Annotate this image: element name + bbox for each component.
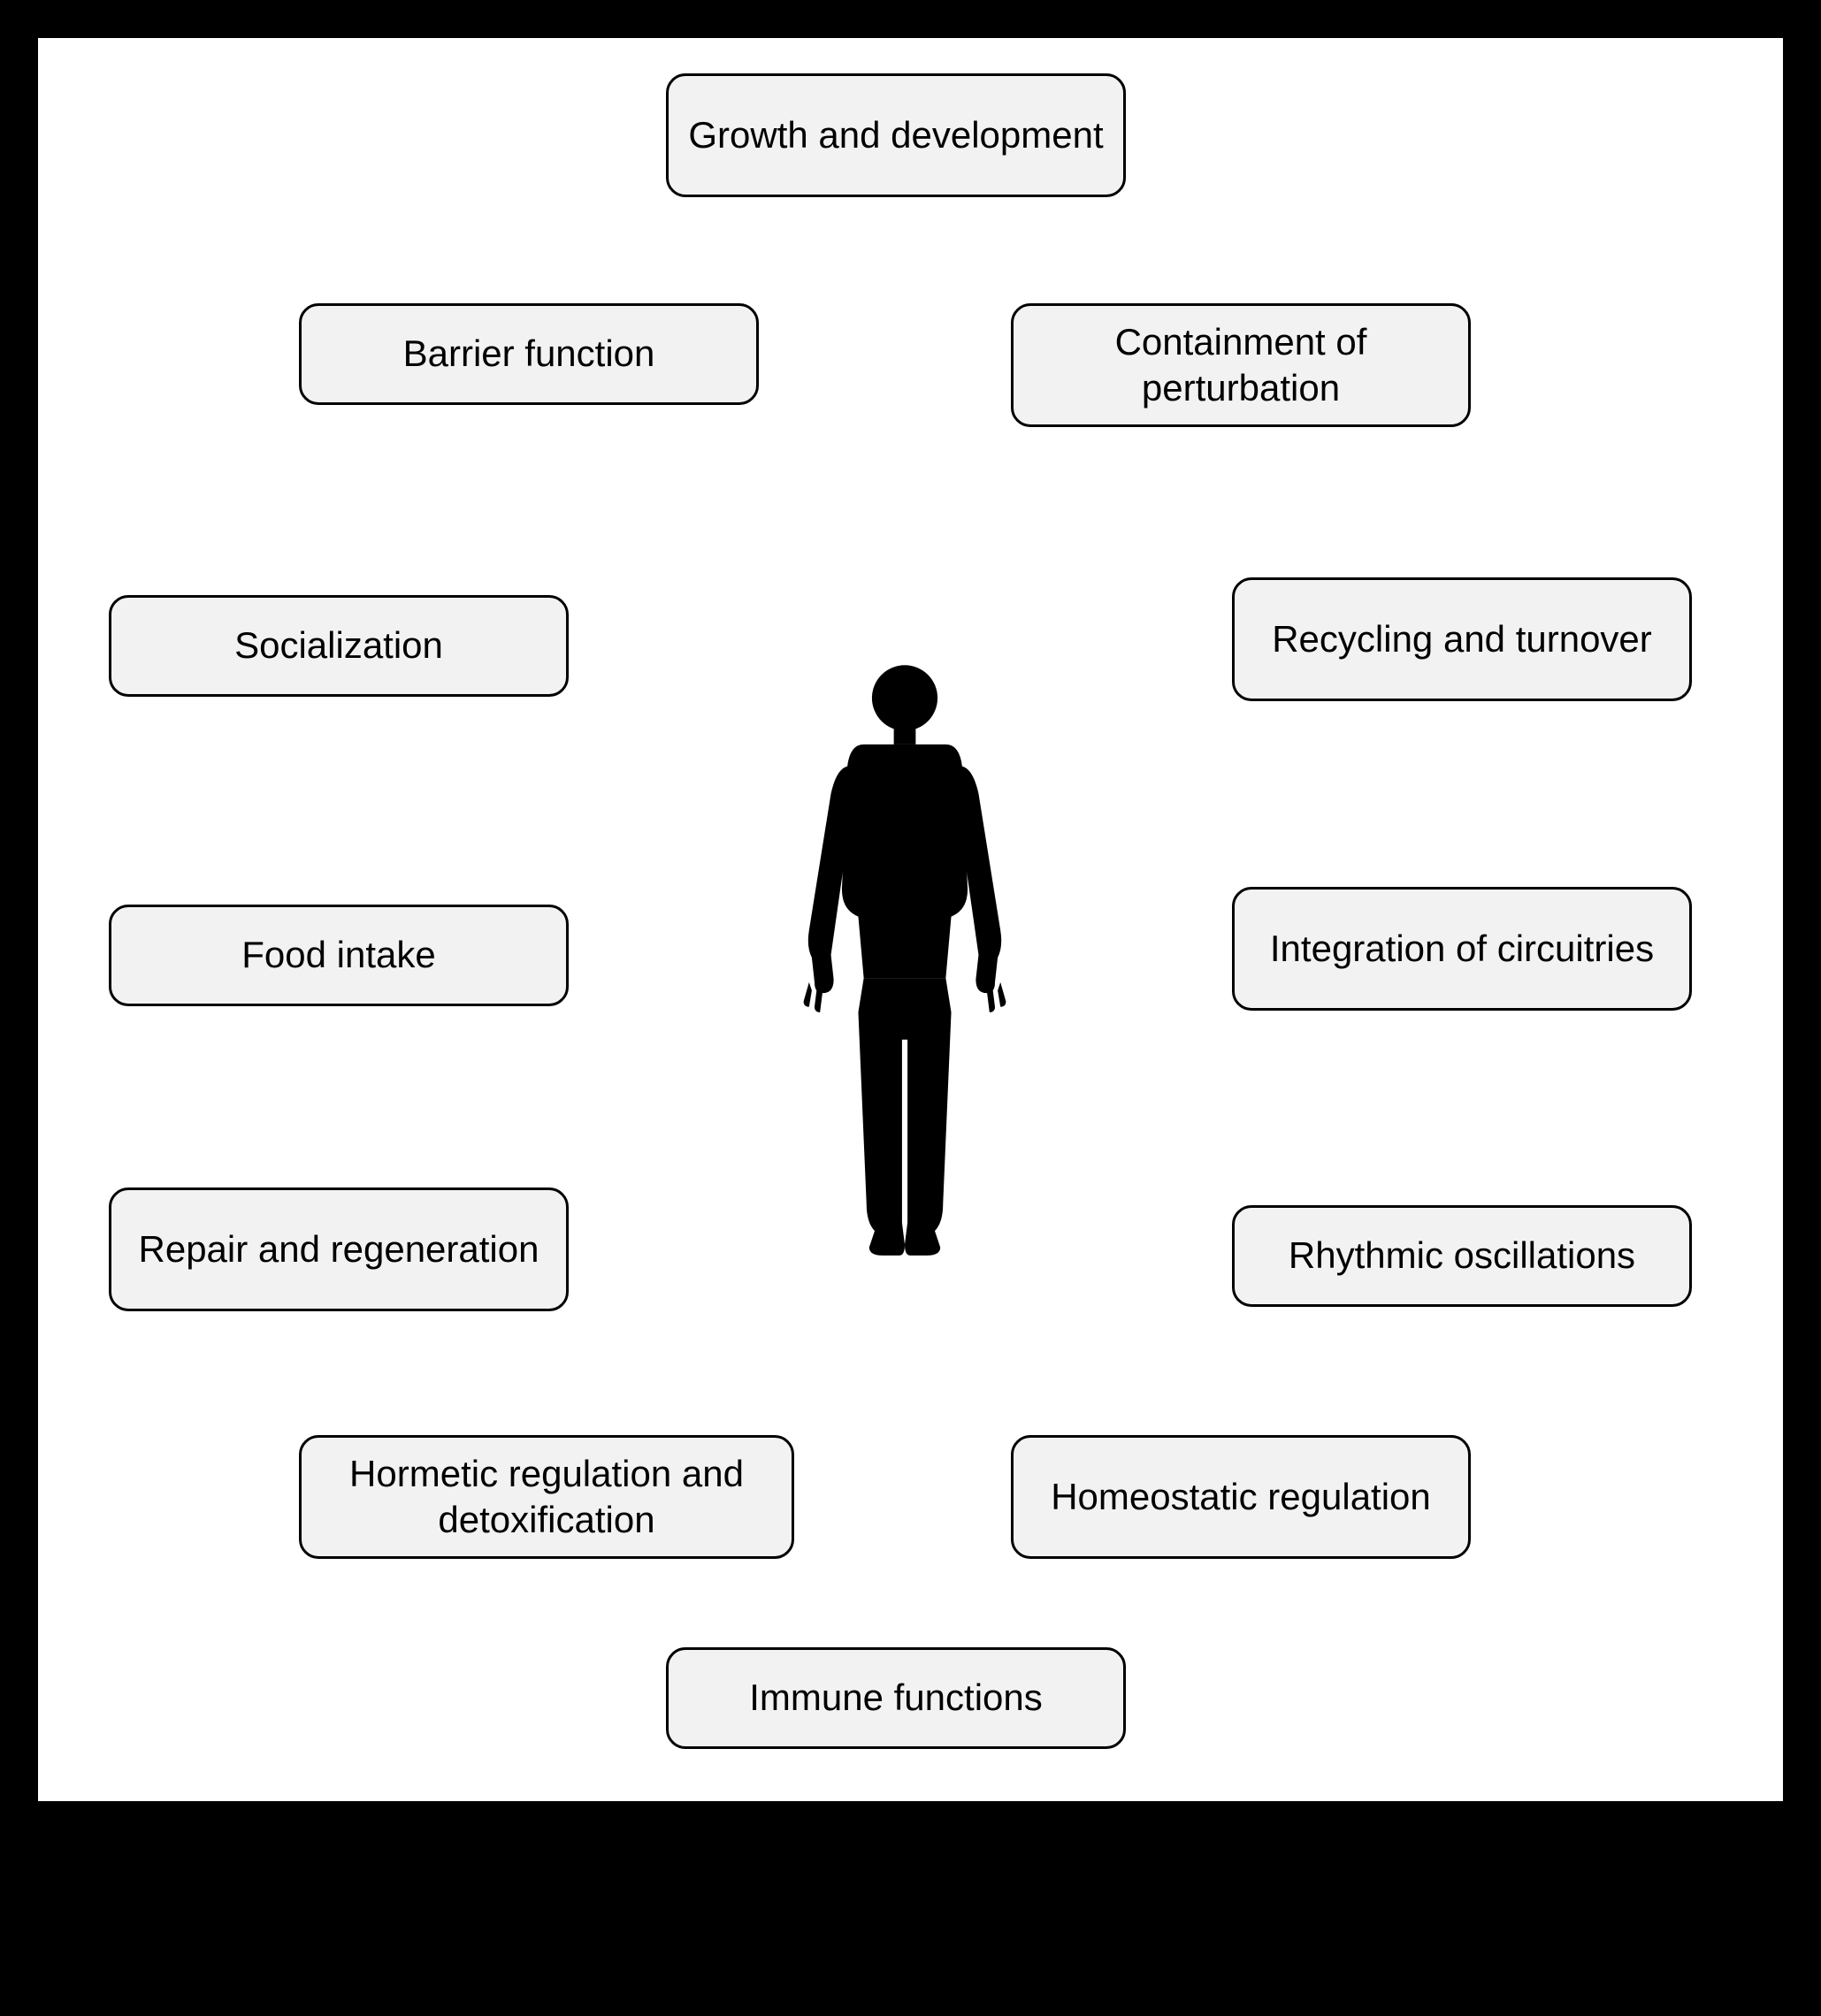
node-barrier: Barrier function xyxy=(299,303,759,405)
human-silhouette-icon xyxy=(763,657,1046,1258)
node-label: Repair and regeneration xyxy=(139,1226,539,1273)
outer-background: Growth and development Barrier function … xyxy=(0,0,1821,2016)
node-label: Rhythmic oscillations xyxy=(1289,1233,1635,1279)
node-hormetic: Hormetic regulation and detoxification xyxy=(299,1435,794,1559)
node-label: Containment of perturbation xyxy=(1031,319,1450,412)
node-rhythmic: Rhythmic oscillations xyxy=(1232,1205,1692,1307)
node-label: Growth and development xyxy=(688,112,1103,159)
node-label: Integration of circuitries xyxy=(1270,926,1654,973)
node-integration: Integration of circuitries xyxy=(1232,887,1692,1011)
node-label: Recycling and turnover xyxy=(1272,616,1652,663)
node-label: Immune functions xyxy=(749,1675,1043,1722)
node-label: Food intake xyxy=(241,932,435,979)
node-immune: Immune functions xyxy=(666,1647,1126,1749)
node-repair: Repair and regeneration xyxy=(109,1187,569,1311)
node-recycling: Recycling and turnover xyxy=(1232,577,1692,701)
node-label: Socialization xyxy=(234,622,443,669)
node-homeostatic: Homeostatic regulation xyxy=(1011,1435,1471,1559)
node-food: Food intake xyxy=(109,905,569,1006)
node-label: Barrier function xyxy=(403,331,655,378)
diagram-panel: Growth and development Barrier function … xyxy=(35,35,1786,1804)
node-label: Homeostatic regulation xyxy=(1051,1474,1431,1521)
node-growth: Growth and development xyxy=(666,73,1126,197)
node-containment: Containment of perturbation xyxy=(1011,303,1471,427)
node-label: Hormetic regulation and detoxification xyxy=(319,1451,774,1544)
node-socialization: Socialization xyxy=(109,595,569,697)
